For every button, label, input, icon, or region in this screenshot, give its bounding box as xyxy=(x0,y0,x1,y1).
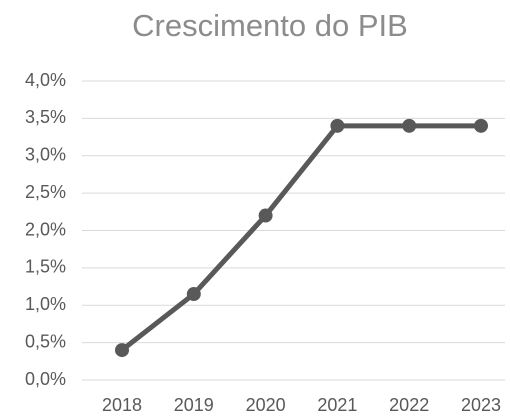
y-tick-label: 3,0% xyxy=(25,145,66,165)
data-point xyxy=(474,118,488,133)
y-tick-label: 0,0% xyxy=(25,369,66,389)
y-tick-label: 0,5% xyxy=(25,331,66,351)
y-tick-label: 4,0% xyxy=(25,70,66,90)
data-point xyxy=(186,287,201,302)
y-tick-label: 2,5% xyxy=(25,182,66,202)
y-tick-label: 3,5% xyxy=(25,107,66,127)
data-line xyxy=(120,123,481,353)
data-point xyxy=(330,118,345,133)
x-tick-label: 2021 xyxy=(317,395,357,415)
x-tick-label: 2018 xyxy=(102,395,142,415)
y-tick-label: 2,0% xyxy=(25,219,66,239)
chart-title: Crescimento do PIB xyxy=(132,8,408,43)
x-tick-label: 2019 xyxy=(174,395,214,415)
y-tick-label: 1,5% xyxy=(25,257,66,277)
x-tick-label: 2020 xyxy=(246,395,286,415)
data-point xyxy=(115,343,129,358)
x-tick-label: 2023 xyxy=(461,395,501,415)
data-point xyxy=(402,118,417,133)
x-tick-label: 2022 xyxy=(389,395,429,415)
y-tick-label: 1,0% xyxy=(25,294,66,314)
data-point xyxy=(258,208,273,223)
